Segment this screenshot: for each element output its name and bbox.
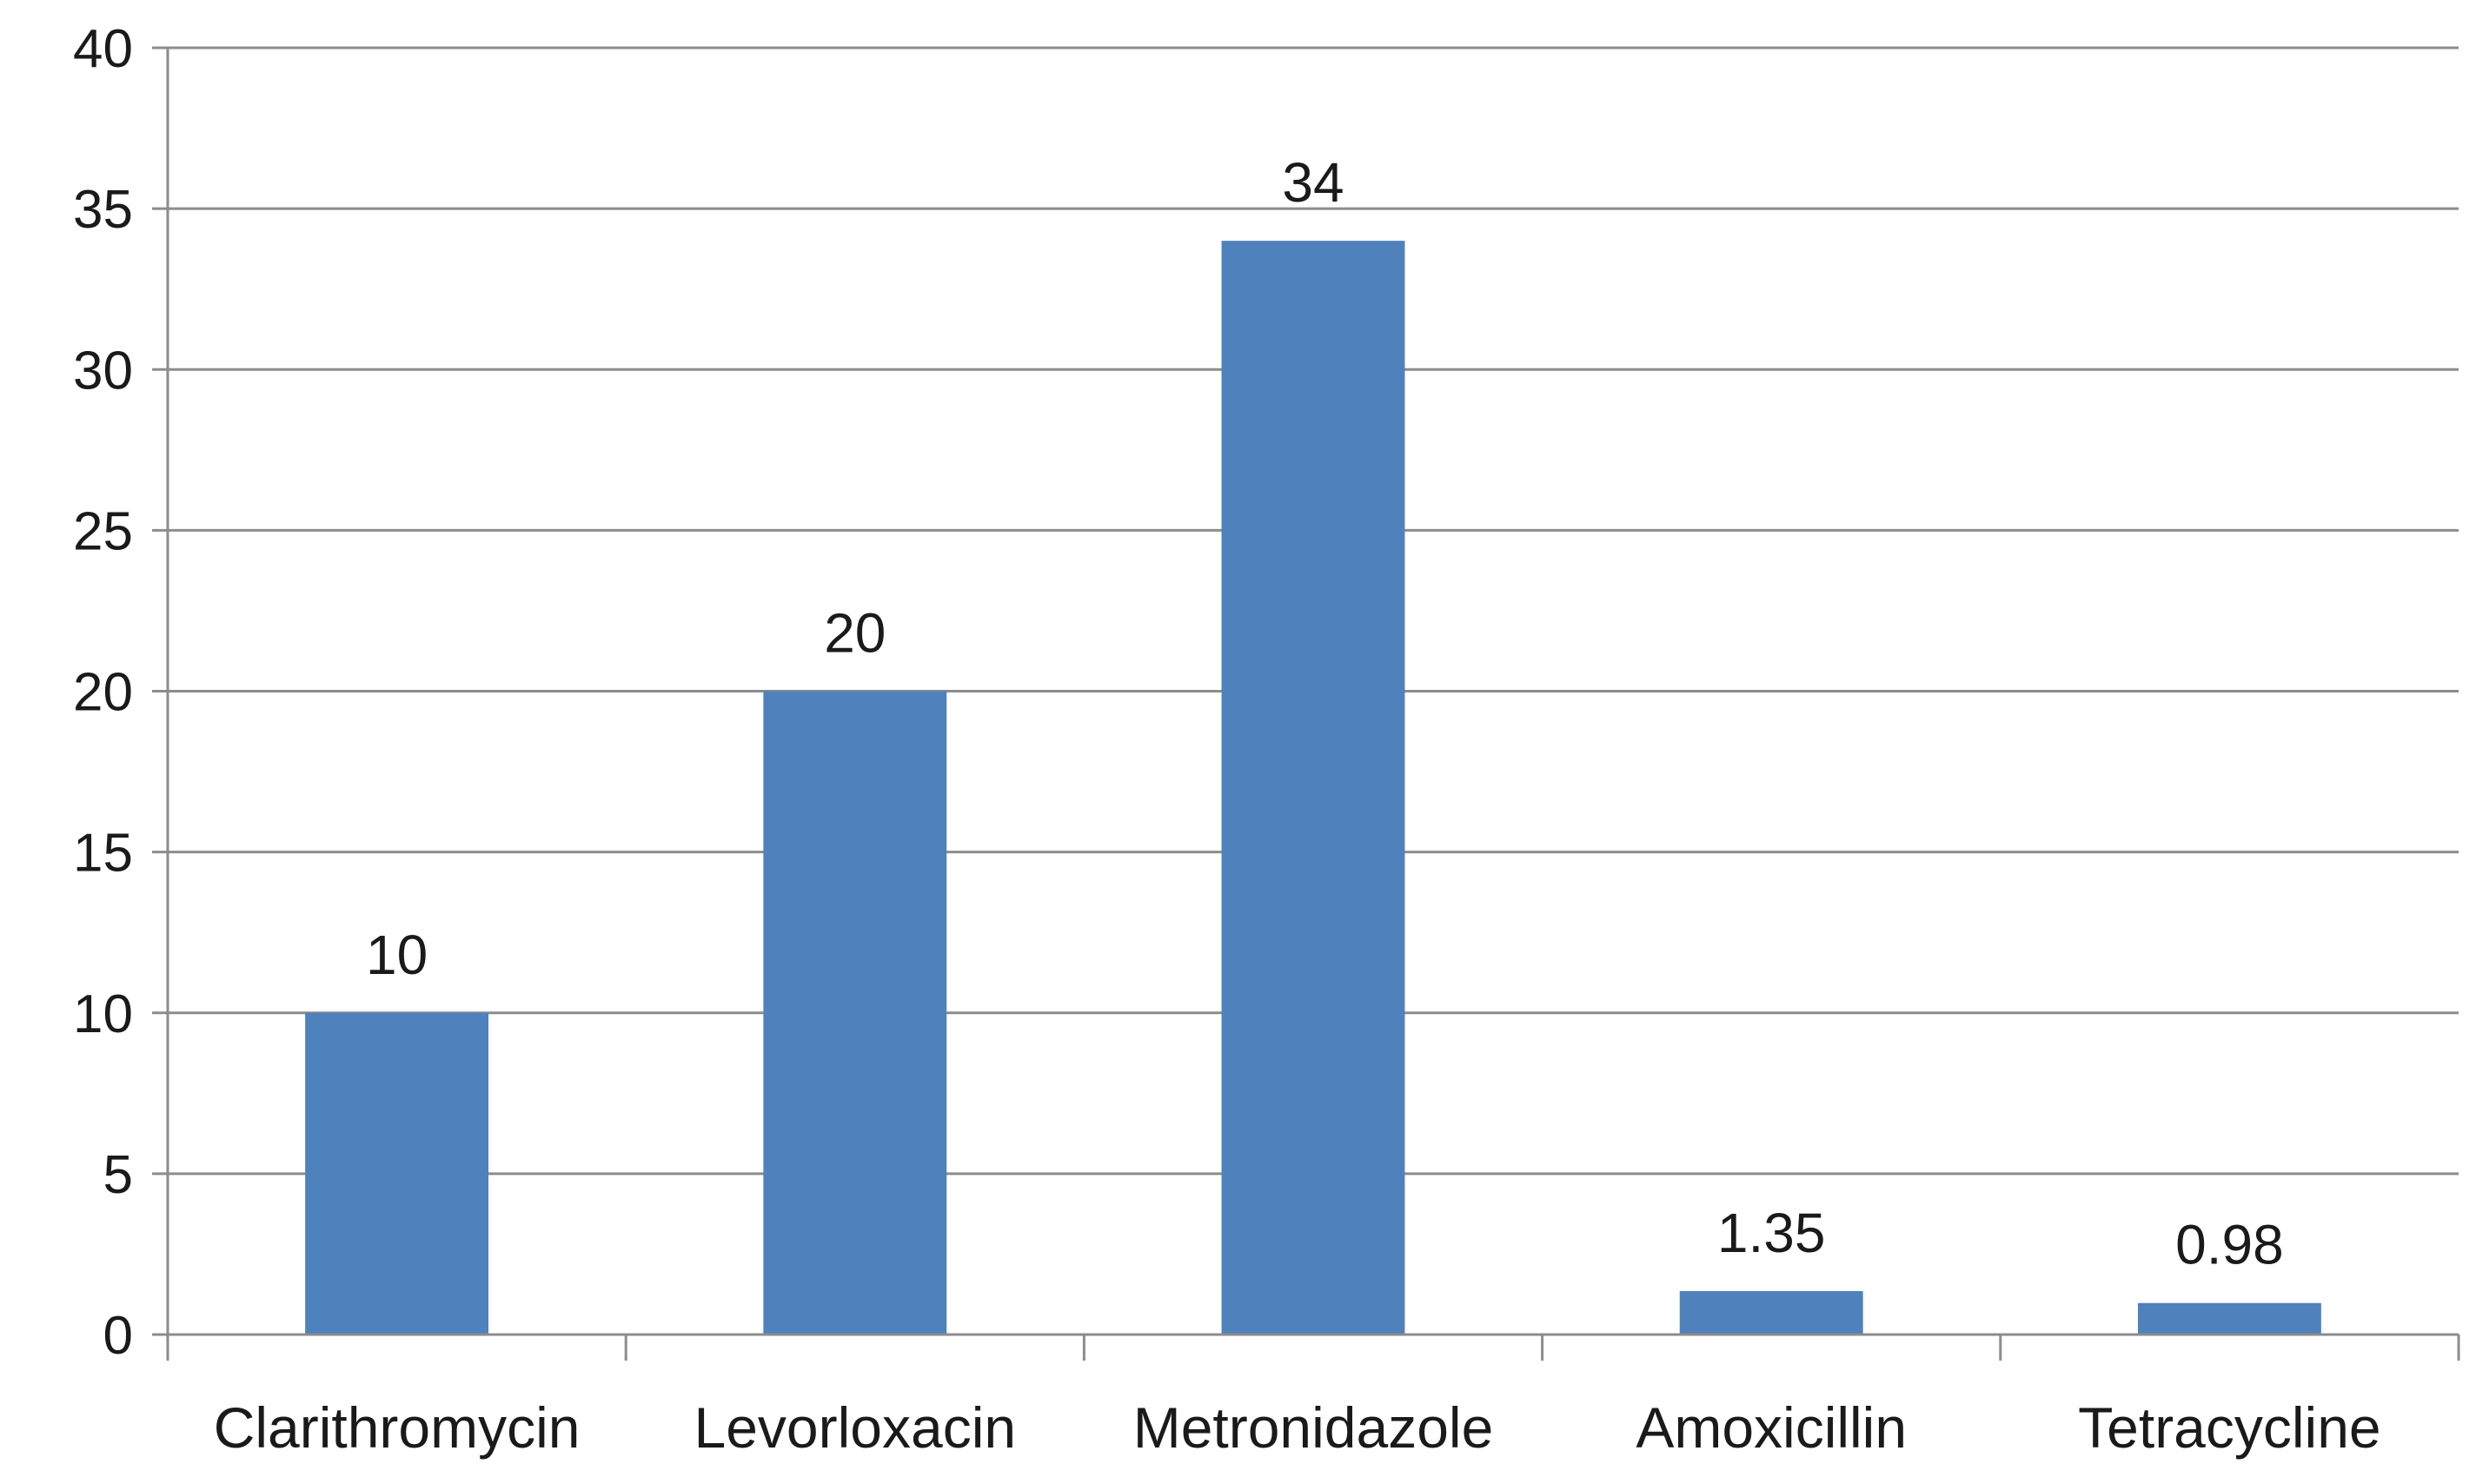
y-tick-label: 35 bbox=[73, 180, 133, 240]
y-tick-label: 0 bbox=[103, 1306, 133, 1366]
x-category-label: Tetracycline bbox=[2078, 1395, 2380, 1460]
y-tick-label: 40 bbox=[73, 19, 133, 79]
data-label: 34 bbox=[1282, 151, 1344, 214]
axes bbox=[166, 48, 2460, 1361]
y-tick-label: 30 bbox=[73, 341, 133, 401]
x-category-label: Clarithromycin bbox=[214, 1395, 581, 1460]
data-label: 1.35 bbox=[1717, 1202, 1826, 1264]
x-category-label: Amoxicillin bbox=[1636, 1395, 1907, 1460]
y-tick-label: 5 bbox=[103, 1145, 133, 1205]
x-category-label: Metronidazole bbox=[1133, 1395, 1494, 1460]
bar-clarithromycin bbox=[305, 1012, 489, 1335]
data-label: 0.98 bbox=[2175, 1214, 2284, 1276]
bar-metronidazole bbox=[1221, 241, 1405, 1335]
bar-levorloxacin bbox=[763, 691, 947, 1335]
data-label: 10 bbox=[366, 924, 428, 986]
bars bbox=[305, 241, 2321, 1335]
y-tick-label: 25 bbox=[73, 501, 133, 561]
bar-amoxicillin bbox=[1679, 1291, 1863, 1335]
y-tick-label: 20 bbox=[73, 663, 133, 723]
x-axis-category-labels: Clarithromycin Levorloxacin Metronidazole A… bbox=[214, 1395, 2381, 1460]
y-tick-label: 10 bbox=[73, 984, 133, 1044]
data-labels: 10 20 34 1.35 0.98 bbox=[366, 151, 2284, 1276]
x-category-label: Levorloxacin bbox=[694, 1395, 1017, 1460]
y-tick-label: 15 bbox=[73, 824, 133, 884]
bar-tetracycline bbox=[2137, 1302, 2321, 1335]
data-label: 20 bbox=[824, 602, 886, 665]
y-axis-tick-labels: 0 5 10 15 20 25 30 35 40 bbox=[73, 19, 168, 1366]
